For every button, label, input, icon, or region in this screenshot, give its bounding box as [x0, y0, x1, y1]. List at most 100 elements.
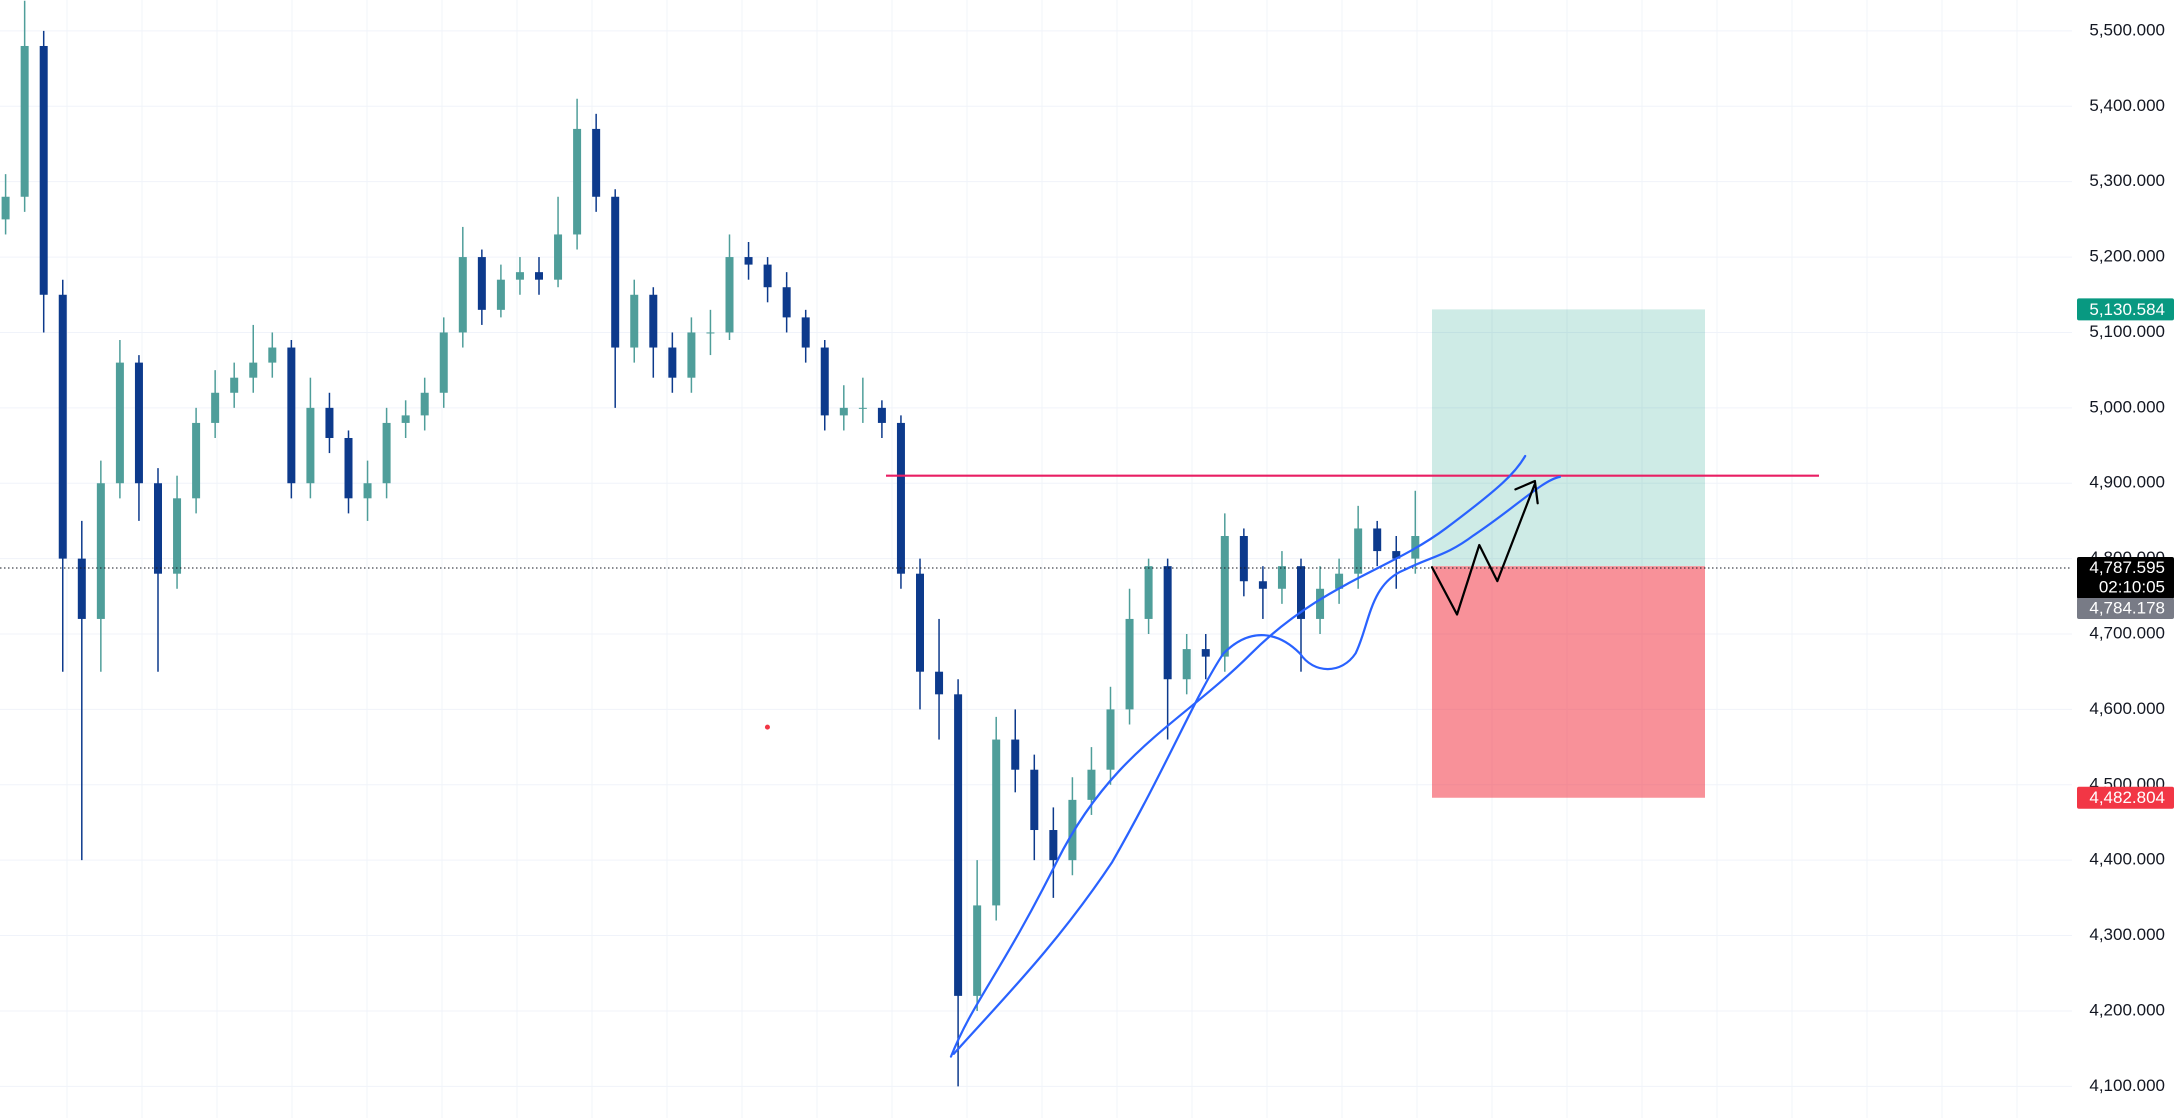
candle-body [211, 392, 220, 423]
candle-body [896, 422, 905, 574]
candle-body [839, 407, 848, 416]
y-tick-label: 5,000.000 [2089, 397, 2165, 416]
candle-body [1068, 799, 1077, 861]
candle-body [363, 483, 372, 499]
candle-body [611, 196, 620, 348]
candle-body [554, 234, 563, 280]
candle-body [992, 739, 1001, 906]
candle-body [496, 279, 505, 310]
candle-body [763, 264, 772, 288]
price-tag-label: 5,130.584 [2089, 300, 2165, 319]
y-tick-label: 4,900.000 [2089, 473, 2165, 492]
candle-body [230, 377, 239, 393]
candle-body [782, 287, 791, 318]
candle-body [573, 128, 582, 235]
candle-body [439, 332, 448, 393]
candle-body [1239, 536, 1248, 582]
candle-body [401, 415, 410, 423]
y-tick-label: 5,100.000 [2089, 322, 2165, 341]
candle-body [115, 362, 124, 484]
candle-body [173, 498, 182, 574]
profit-zone [1432, 309, 1705, 567]
candles [1, 0, 1420, 1087]
price-axis: 4,100.0004,200.0004,300.0004,400.0004,50… [2077, 20, 2174, 1095]
candle-body [1144, 566, 1153, 619]
bid-price-label: 4,784.178 [2089, 598, 2165, 617]
candle-body [1030, 769, 1039, 831]
candle-body [477, 257, 486, 310]
candle-body [744, 257, 753, 265]
y-tick-label: 4,600.000 [2089, 699, 2165, 718]
candle-body [154, 483, 162, 574]
candle-body [1373, 528, 1382, 552]
trend-curve [949, 454, 1527, 1058]
candle-body [820, 347, 829, 416]
candle-body [935, 671, 944, 695]
candle-body [1220, 536, 1229, 657]
candle-body [630, 294, 639, 348]
candle-body [725, 257, 734, 333]
candle-body [1277, 566, 1286, 589]
candle-body [306, 407, 315, 484]
candle-body [96, 483, 105, 619]
candle-body [420, 392, 429, 416]
candle-body [58, 294, 67, 559]
candle-body [1125, 618, 1134, 710]
candle-body [1201, 649, 1210, 657]
candle-body [858, 407, 867, 409]
y-tick-label: 5,200.000 [2089, 247, 2165, 266]
candle-body [39, 45, 48, 295]
candle-body [973, 905, 982, 996]
grid [0, 0, 2072, 1118]
candle-body [1087, 769, 1096, 800]
last-price-tag [2077, 556, 2174, 599]
candle-body [801, 317, 810, 348]
y-tick-label: 4,700.000 [2089, 623, 2165, 642]
price-tag [2077, 298, 2174, 321]
position-tool [1432, 309, 1705, 798]
y-tick-label: 4,200.000 [2089, 1000, 2165, 1019]
candle-body [1011, 739, 1020, 770]
y-tick-label: 5,400.000 [2089, 96, 2165, 115]
candle-body [877, 407, 886, 423]
candle-body [649, 294, 658, 348]
candle-body [20, 45, 29, 197]
candle-body [1354, 528, 1363, 574]
candle-body [668, 347, 677, 378]
y-tick-label: 5,300.000 [2089, 171, 2165, 190]
candle-body [1392, 551, 1401, 559]
candle-body [77, 558, 86, 619]
candle-body [1, 196, 10, 220]
candle-body [687, 332, 696, 378]
loss-zone [1432, 566, 1705, 798]
candle-body [916, 573, 924, 672]
hand-drawings [764, 454, 1562, 1058]
candle-body [535, 272, 543, 280]
bid-price-tag [2077, 597, 2174, 619]
candle-body [1163, 566, 1172, 680]
candle-body [1106, 709, 1115, 770]
price-tag [2077, 786, 2174, 809]
drawings [0, 474, 2072, 569]
candle-body [192, 422, 201, 499]
candle-body [1316, 588, 1325, 619]
candle-body [344, 438, 353, 499]
candle-body [458, 257, 467, 333]
trend-curve [952, 475, 1562, 1055]
candle-body [1049, 830, 1058, 861]
marker-dot [764, 724, 770, 730]
candle-body [706, 332, 715, 334]
y-tick-label: 4,100.000 [2089, 1076, 2165, 1095]
candle-body [268, 347, 277, 363]
candle-body [134, 362, 143, 484]
y-tick-label: 4,300.000 [2089, 925, 2165, 944]
candle-body [1297, 566, 1305, 619]
candle-body [515, 272, 524, 280]
candle-body [249, 362, 258, 378]
projection-zigzag [1430, 479, 1539, 616]
candle-body [287, 347, 296, 484]
countdown: 02:10:05 [2099, 577, 2165, 596]
y-tick-label: 5,500.000 [2089, 20, 2165, 39]
candle-body [592, 128, 601, 197]
